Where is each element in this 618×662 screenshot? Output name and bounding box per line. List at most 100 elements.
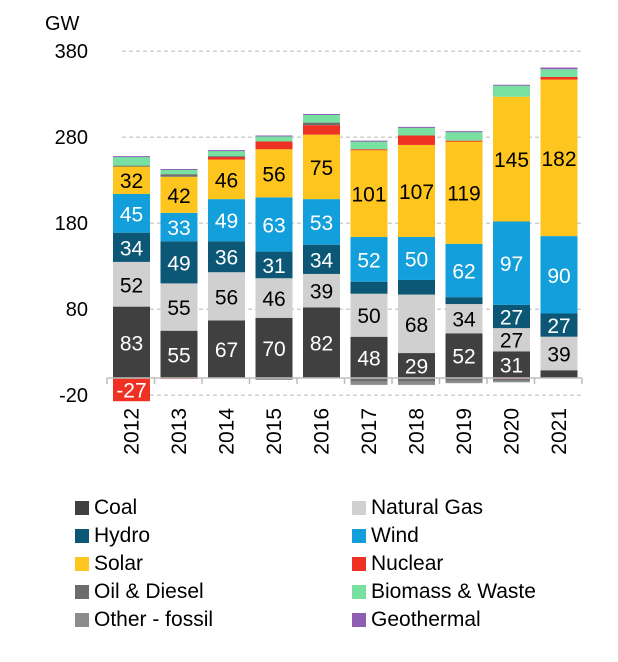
bar-segment-geothermal — [493, 84, 530, 86]
legend-item: Hydro — [75, 523, 150, 549]
legend-item: Solar — [75, 551, 143, 577]
bar-segment-nuclear — [113, 378, 150, 402]
bar-segment-oil-diesel — [303, 122, 340, 126]
legend-item: Natural Gas — [352, 495, 483, 521]
legend-swatch — [352, 529, 366, 543]
bar-segment-wind — [398, 236, 435, 280]
y-tick-label: 80 — [66, 299, 88, 321]
bar-segment-hydro — [445, 297, 483, 305]
legend-swatch — [352, 585, 366, 599]
bar-segment-nuclear — [445, 140, 483, 142]
bar-segment-biomass-waste — [398, 127, 435, 136]
data-label: 52 — [357, 249, 380, 272]
x-axis — [106, 377, 583, 384]
data-label: 101 — [351, 184, 386, 207]
data-label: 49 — [215, 210, 238, 233]
bar-segment-other-fossil — [350, 381, 388, 385]
bar-segment-hydro — [255, 251, 293, 279]
bar-stack-2015: 70 46 31 63 56 — [255, 135, 293, 380]
bar-segment-oil-diesel — [350, 378, 388, 382]
data-label: 49 — [167, 252, 190, 275]
bar-segment-geothermal — [540, 67, 578, 70]
bar-segment-wind — [445, 243, 483, 298]
bar-segment-natural-gas — [493, 328, 530, 352]
data-label: 53 — [310, 212, 333, 235]
bar-segment-natural-gas — [208, 272, 245, 321]
bar-segment-natural-gas — [303, 273, 340, 308]
legend-label: Geothermal — [371, 608, 481, 631]
bar-segment-oil-diesel — [208, 156, 245, 158]
bar-segment-hydro — [208, 241, 245, 273]
bar-segment-wind — [303, 199, 340, 245]
bar-segment-geothermal — [303, 113, 340, 115]
bar-segment-natural-gas — [113, 261, 150, 307]
bar-segment-geothermal — [255, 135, 293, 137]
legend-item: Oil & Diesel — [75, 579, 204, 605]
data-label: 70 — [262, 338, 285, 361]
legend-label: Solar — [94, 552, 144, 575]
legend-label: Other - fossil — [94, 608, 214, 631]
bar-segment-nuclear — [398, 135, 435, 145]
bar-segment-hydro — [113, 232, 150, 262]
stacked-bar-chart: -20 80 180 280 380 GW 83 52 34 45 32 -27 55 55 49 33 4… — [45, 13, 583, 455]
data-label: 34 — [452, 309, 476, 332]
data-label: 27 — [500, 307, 523, 330]
data-label: 62 — [452, 261, 475, 284]
bar-segment-wind — [493, 221, 530, 305]
bar-segment-natural-gas — [255, 278, 293, 318]
data-label: 50 — [357, 305, 380, 328]
data-label: 33 — [167, 217, 190, 240]
legend-swatch — [352, 501, 366, 515]
bar-segment-natural-gas — [160, 283, 198, 331]
bar-segment-geothermal — [208, 150, 245, 152]
data-label: 31 — [262, 255, 285, 278]
bar-segment-hydro — [540, 313, 578, 337]
legend-swatch — [75, 529, 89, 543]
x-tick-label: 2020 — [501, 408, 524, 455]
legend-swatch — [75, 501, 89, 515]
data-label: 97 — [500, 253, 523, 276]
bar-segment-geothermal — [398, 126, 435, 128]
data-label: 52 — [120, 274, 143, 297]
x-tick-label: 2019 — [453, 408, 476, 455]
y-tick-label: -20 — [59, 385, 88, 407]
bar-segment-nuclear — [350, 149, 388, 151]
legend-item: Other - fossil — [75, 607, 213, 633]
bar-segment-biomass-waste — [255, 136, 293, 142]
data-label: 63 — [262, 214, 285, 237]
bar-segment-solar — [540, 79, 578, 237]
x-tick-label: 2015 — [263, 408, 286, 455]
bar-segment-geothermal — [350, 140, 388, 142]
bar-segment-biomass-waste — [113, 156, 150, 166]
bar-segment-geothermal — [160, 169, 198, 171]
bar-segment-geothermal — [113, 156, 150, 158]
bar-segment-wind — [255, 197, 293, 252]
bar-segment-solar — [398, 144, 435, 237]
legend-item: Coal — [75, 495, 137, 521]
data-label: 31 — [500, 355, 523, 378]
bar-stack-2013: 55 55 49 33 42 — [160, 169, 198, 379]
bar-segment-nuclear — [255, 141, 293, 150]
data-label: 42 — [167, 185, 190, 208]
data-label: 45 — [120, 203, 143, 226]
bar-segment-oil-diesel — [493, 378, 530, 381]
bar-segment-biomass-waste — [493, 85, 530, 97]
data-label: 182 — [541, 148, 576, 171]
x-axis-ticks: 2012 2013 2014 2015 2016 2017 2018 2019 2020 2021 — [121, 408, 572, 455]
data-label: 55 — [167, 297, 190, 320]
bar-segment-natural-gas — [445, 304, 483, 334]
bar-stack-2012: 83 52 34 45 32 -27 — [113, 156, 150, 403]
data-label: 82 — [310, 333, 333, 356]
x-tick-label: 2018 — [406, 408, 429, 455]
data-label: 107 — [399, 181, 434, 204]
legend-label: Oil & Diesel — [94, 580, 204, 603]
bar-segment-wind — [208, 199, 245, 242]
bar-stack-2019: 52 34 62 119 — [445, 131, 483, 384]
bar-segment-nuclear — [303, 125, 340, 135]
legend-swatch — [352, 557, 366, 571]
data-label: 46 — [262, 288, 285, 311]
bar-segment-solar — [160, 176, 198, 213]
bar-segment-oil-diesel — [113, 165, 150, 167]
bar-segment-coal — [445, 333, 483, 378]
bar-segment-biomass-waste — [208, 150, 245, 157]
